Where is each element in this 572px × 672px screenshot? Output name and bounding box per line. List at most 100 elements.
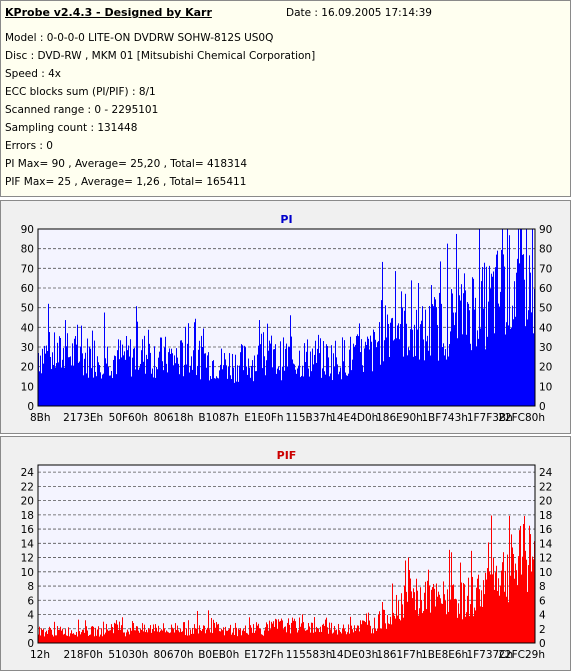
info-sampling-count: Sampling count : 131448 xyxy=(5,122,138,134)
pif-bar xyxy=(185,635,186,643)
pi-ytick-right-10: 10 xyxy=(539,381,552,393)
pif-bar xyxy=(142,623,143,643)
pi-ytick-left-50: 50 xyxy=(21,303,34,315)
pi-bar xyxy=(441,303,442,406)
pif-bar xyxy=(119,621,120,643)
pif-bar xyxy=(409,570,410,643)
pif-bar xyxy=(437,596,438,643)
pi-xtick-3: 80618h xyxy=(154,412,194,424)
info-disc: Disc : DVD-RW , MKM 01 [Mitsubishi Chemi… xyxy=(5,50,316,62)
pi-bar xyxy=(335,340,336,406)
pi-bar xyxy=(344,340,345,406)
pi-bar xyxy=(347,375,348,406)
pi-bar xyxy=(242,345,243,406)
pif-bar xyxy=(110,630,111,643)
pif-bar xyxy=(141,629,142,643)
pi-bar xyxy=(327,346,328,406)
pif-bar xyxy=(101,628,102,643)
pif-bar xyxy=(305,630,306,643)
pif-bar xyxy=(80,634,81,643)
pi-bar xyxy=(406,323,407,406)
pi-bar xyxy=(252,360,253,406)
pi-bar xyxy=(55,367,56,406)
pi-bar xyxy=(239,365,240,406)
pi-bar xyxy=(212,361,213,406)
pif-bar xyxy=(284,626,285,643)
pi-xtick-2: 50F60h xyxy=(109,412,148,424)
pi-bar xyxy=(331,345,332,406)
pi-bar xyxy=(102,374,103,406)
pif-bar xyxy=(463,582,464,643)
pi-bar xyxy=(42,348,43,406)
pi-ytick-left-0: 0 xyxy=(27,401,34,413)
pi-bar xyxy=(272,367,273,406)
pif-bar xyxy=(258,623,259,643)
pif-bar xyxy=(480,606,481,643)
pi-bar xyxy=(426,341,427,406)
pi-bar xyxy=(430,355,431,406)
pif-bar xyxy=(431,589,432,643)
pi-bar xyxy=(447,243,448,406)
pif-bar xyxy=(514,578,515,643)
pif-bar xyxy=(451,552,452,643)
pif-bar xyxy=(229,628,230,643)
pi-bar xyxy=(314,354,315,406)
pif-bar xyxy=(528,565,529,643)
pif-bar xyxy=(276,619,277,643)
scan-date: Date : 16.09.2005 17:14:39 xyxy=(286,7,432,19)
pif-bar xyxy=(296,627,297,643)
pif-bar xyxy=(497,590,498,643)
pif-bar xyxy=(274,626,275,643)
pif-bar xyxy=(226,630,227,643)
pif-bar xyxy=(264,630,265,643)
pi-bar xyxy=(512,305,513,406)
pi-bar xyxy=(96,376,97,406)
pif-bar xyxy=(250,625,251,643)
pi-bar xyxy=(453,312,454,406)
pif-bar xyxy=(285,626,286,643)
pif-bar xyxy=(523,523,524,643)
pi-bar xyxy=(191,356,192,406)
pif-bar xyxy=(47,633,48,643)
pif-bar xyxy=(241,635,242,643)
pi-bar xyxy=(203,328,204,406)
pif-bar xyxy=(349,633,350,643)
pif-bar xyxy=(69,636,70,643)
pi-bar xyxy=(412,329,413,406)
pi-bar xyxy=(319,353,320,406)
pi-bar xyxy=(415,355,416,406)
pi-bar xyxy=(126,336,127,406)
pif-bar xyxy=(525,550,526,643)
pi-bar xyxy=(391,318,392,406)
pif-bar xyxy=(249,617,250,643)
pi-bar xyxy=(392,317,393,406)
pif-bar xyxy=(433,583,434,643)
pi-bar xyxy=(79,361,80,406)
pif-bar xyxy=(266,622,267,643)
pi-bar xyxy=(364,348,365,406)
pi-bar xyxy=(220,364,221,406)
pif-bar xyxy=(377,628,378,643)
pi-chart-title: PI xyxy=(280,213,292,226)
pif-bar xyxy=(176,629,177,643)
pi-bar xyxy=(49,332,50,406)
pi-bar xyxy=(148,329,149,406)
pif-bar xyxy=(198,633,199,643)
pif-bar xyxy=(337,634,338,643)
info-scanned-range: Scanned range : 0 - 2295101 xyxy=(5,104,159,116)
pi-bar xyxy=(223,365,224,406)
pif-bar xyxy=(192,627,193,643)
pi-bar xyxy=(256,371,257,406)
pif-bar xyxy=(207,627,208,643)
pi-bar xyxy=(411,280,412,406)
pif-bar xyxy=(154,631,155,643)
pif-bar xyxy=(360,620,361,643)
pi-bar xyxy=(304,343,305,406)
pi-bar xyxy=(500,291,501,406)
pi-bar xyxy=(175,363,176,406)
pi-bar xyxy=(275,344,276,406)
pi-bar xyxy=(249,367,250,406)
pi-bar xyxy=(85,352,86,406)
pif-bar xyxy=(384,609,385,643)
pif-bar xyxy=(511,534,512,643)
